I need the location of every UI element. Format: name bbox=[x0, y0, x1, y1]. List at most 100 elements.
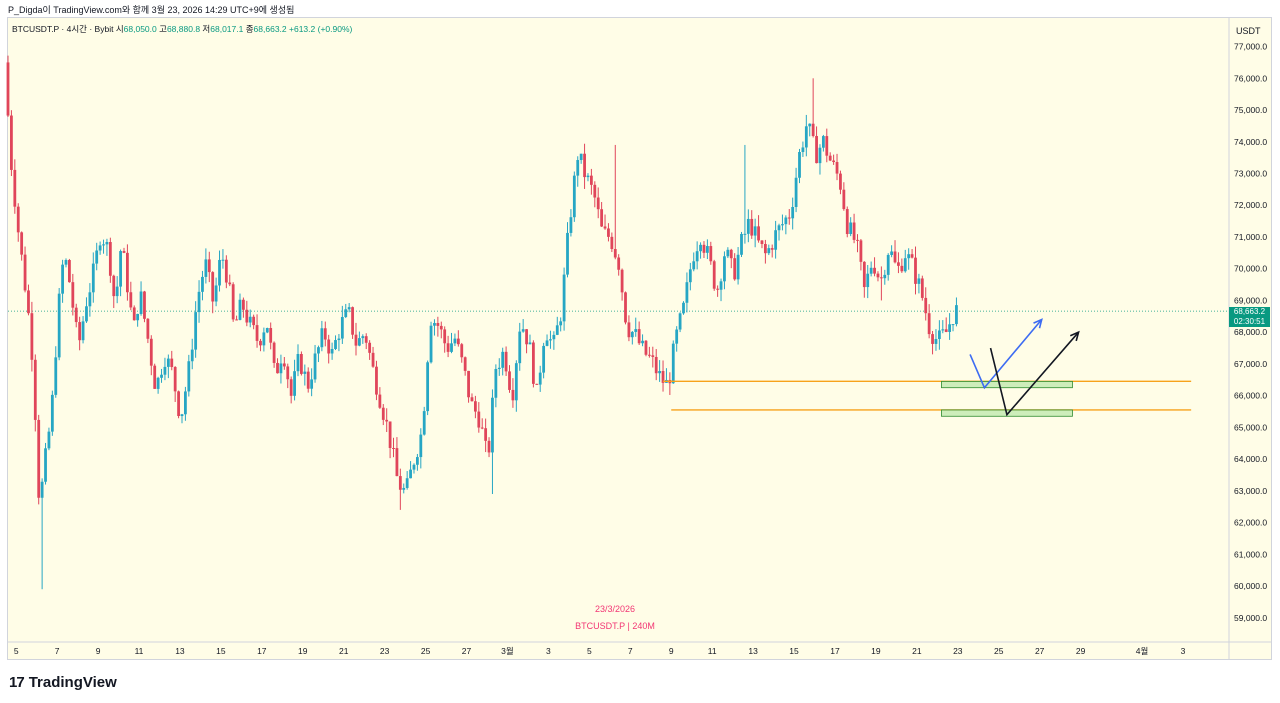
candle bbox=[327, 334, 331, 364]
x-tick-label: 11 bbox=[708, 646, 717, 656]
candle bbox=[593, 181, 597, 208]
candle bbox=[16, 203, 20, 242]
last-price-badge: 68,663.2 02:30:51 bbox=[1229, 307, 1270, 327]
black-path-arrow[interactable] bbox=[989, 331, 1080, 417]
candle bbox=[242, 297, 245, 318]
candle bbox=[231, 282, 235, 322]
candle bbox=[44, 442, 47, 485]
candle bbox=[484, 418, 488, 453]
candle bbox=[88, 283, 92, 317]
candle bbox=[528, 334, 532, 345]
blue-path-arrow[interactable] bbox=[969, 318, 1043, 390]
candle bbox=[361, 334, 365, 344]
candle bbox=[583, 143, 586, 189]
candle bbox=[491, 389, 494, 495]
candle bbox=[787, 209, 791, 225]
x-tick-label: 23 bbox=[953, 646, 963, 656]
candle bbox=[781, 214, 784, 231]
candle bbox=[549, 330, 552, 349]
candle bbox=[893, 240, 897, 264]
candle bbox=[74, 303, 78, 328]
demand-zone[interactable] bbox=[941, 380, 1073, 389]
candle bbox=[818, 144, 822, 175]
candle bbox=[682, 301, 685, 315]
x-tick-label: 13 bbox=[175, 646, 185, 656]
tradingview-logo[interactable]: 17 TradingView bbox=[9, 674, 117, 691]
x-tick-label: 15 bbox=[216, 646, 226, 656]
candle bbox=[388, 421, 392, 459]
candle bbox=[190, 338, 194, 370]
candle bbox=[743, 144, 747, 244]
candle bbox=[760, 240, 764, 249]
y-tick-label: 77,000.0 bbox=[1234, 42, 1267, 52]
candle bbox=[422, 406, 426, 436]
candle bbox=[924, 287, 928, 321]
candle bbox=[784, 215, 788, 235]
candle bbox=[931, 330, 934, 355]
candle bbox=[589, 168, 593, 195]
candle bbox=[668, 372, 672, 395]
candle bbox=[207, 251, 211, 283]
y-tick-label: 69,000.0 bbox=[1234, 295, 1267, 305]
candle bbox=[610, 232, 614, 253]
y-tick-label: 76,000.0 bbox=[1234, 73, 1267, 83]
x-tick-label: 9 bbox=[669, 646, 674, 656]
candle bbox=[920, 275, 924, 301]
candle bbox=[61, 259, 64, 303]
candle bbox=[518, 322, 522, 371]
candle bbox=[862, 261, 866, 298]
candle bbox=[456, 330, 460, 347]
candle bbox=[559, 317, 563, 332]
candle bbox=[569, 209, 573, 237]
x-tick-label: 17 bbox=[830, 646, 840, 656]
candle bbox=[276, 358, 279, 374]
x-tick-label: 3 bbox=[1181, 646, 1186, 656]
candle bbox=[323, 321, 327, 347]
candle bbox=[392, 437, 395, 458]
candle bbox=[419, 428, 423, 469]
candle bbox=[395, 437, 399, 477]
candle bbox=[156, 376, 160, 394]
candle bbox=[903, 249, 907, 273]
candle bbox=[641, 334, 644, 347]
candle bbox=[218, 250, 221, 292]
candle bbox=[173, 366, 177, 402]
candle bbox=[709, 241, 713, 265]
x-tick-label: 17 bbox=[257, 646, 267, 656]
candle bbox=[934, 329, 938, 351]
candle bbox=[480, 418, 484, 430]
candle bbox=[729, 248, 733, 269]
candle bbox=[842, 182, 846, 211]
candle bbox=[750, 210, 754, 239]
candle bbox=[501, 347, 505, 376]
candle bbox=[30, 301, 34, 372]
candle bbox=[81, 316, 85, 344]
candle bbox=[95, 242, 99, 271]
x-tick-label: 25 bbox=[421, 646, 431, 656]
candle bbox=[306, 367, 310, 393]
x-tick-label: 3 bbox=[546, 646, 551, 656]
candle bbox=[586, 173, 590, 182]
y-tick-label: 75,000.0 bbox=[1234, 105, 1267, 115]
candle bbox=[531, 340, 535, 388]
candle bbox=[596, 187, 600, 219]
currency-label[interactable]: USDT bbox=[1236, 26, 1261, 36]
candle bbox=[661, 360, 665, 392]
candle bbox=[603, 214, 607, 230]
candle bbox=[235, 315, 238, 321]
candle bbox=[272, 341, 276, 368]
candle bbox=[54, 346, 58, 398]
candle bbox=[57, 287, 61, 361]
candle bbox=[770, 244, 774, 258]
candle bbox=[470, 393, 474, 402]
candle bbox=[716, 285, 720, 297]
candle bbox=[600, 202, 604, 227]
candle bbox=[763, 239, 767, 264]
candle bbox=[122, 247, 126, 254]
candle bbox=[671, 340, 675, 384]
candle bbox=[832, 154, 836, 165]
candle bbox=[828, 152, 832, 162]
y-tick-label: 64,000.0 bbox=[1234, 454, 1267, 464]
candle bbox=[13, 159, 17, 214]
